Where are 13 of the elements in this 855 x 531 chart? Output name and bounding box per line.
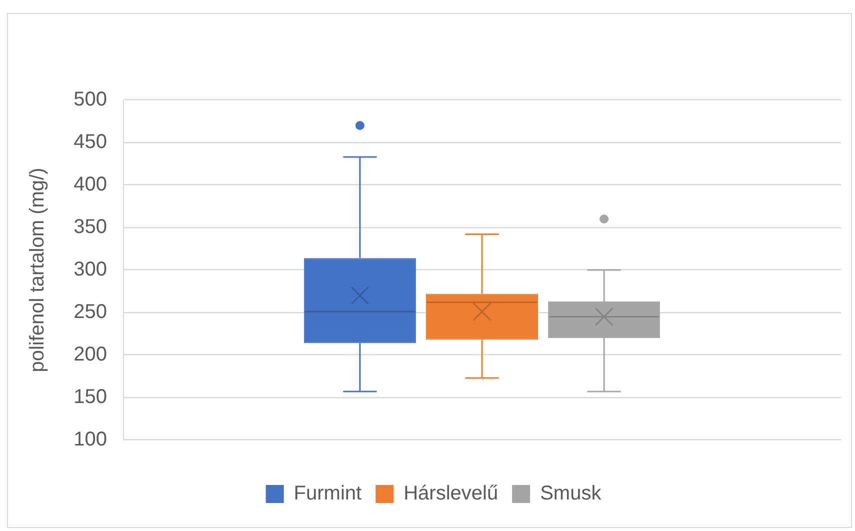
y-tick-label: 250 [74,301,107,324]
legend-label: Hárslevelű [404,482,498,505]
y-tick-label: 100 [74,428,107,451]
y-tick-label: 450 [74,131,107,154]
y-tick-label: 300 [74,258,107,281]
legend-label: Furmint [294,482,362,505]
y-tick-label: 200 [74,344,107,366]
y-tick-label: 150 [74,386,107,408]
y-tick-label: 500 [74,88,107,111]
y-tick-label: 350 [74,216,107,238]
y-axis-title: polifenol tartalom (mg/) [26,168,49,372]
y-tick-label: 400 [74,174,107,196]
legend-label: Smusk [540,482,602,505]
